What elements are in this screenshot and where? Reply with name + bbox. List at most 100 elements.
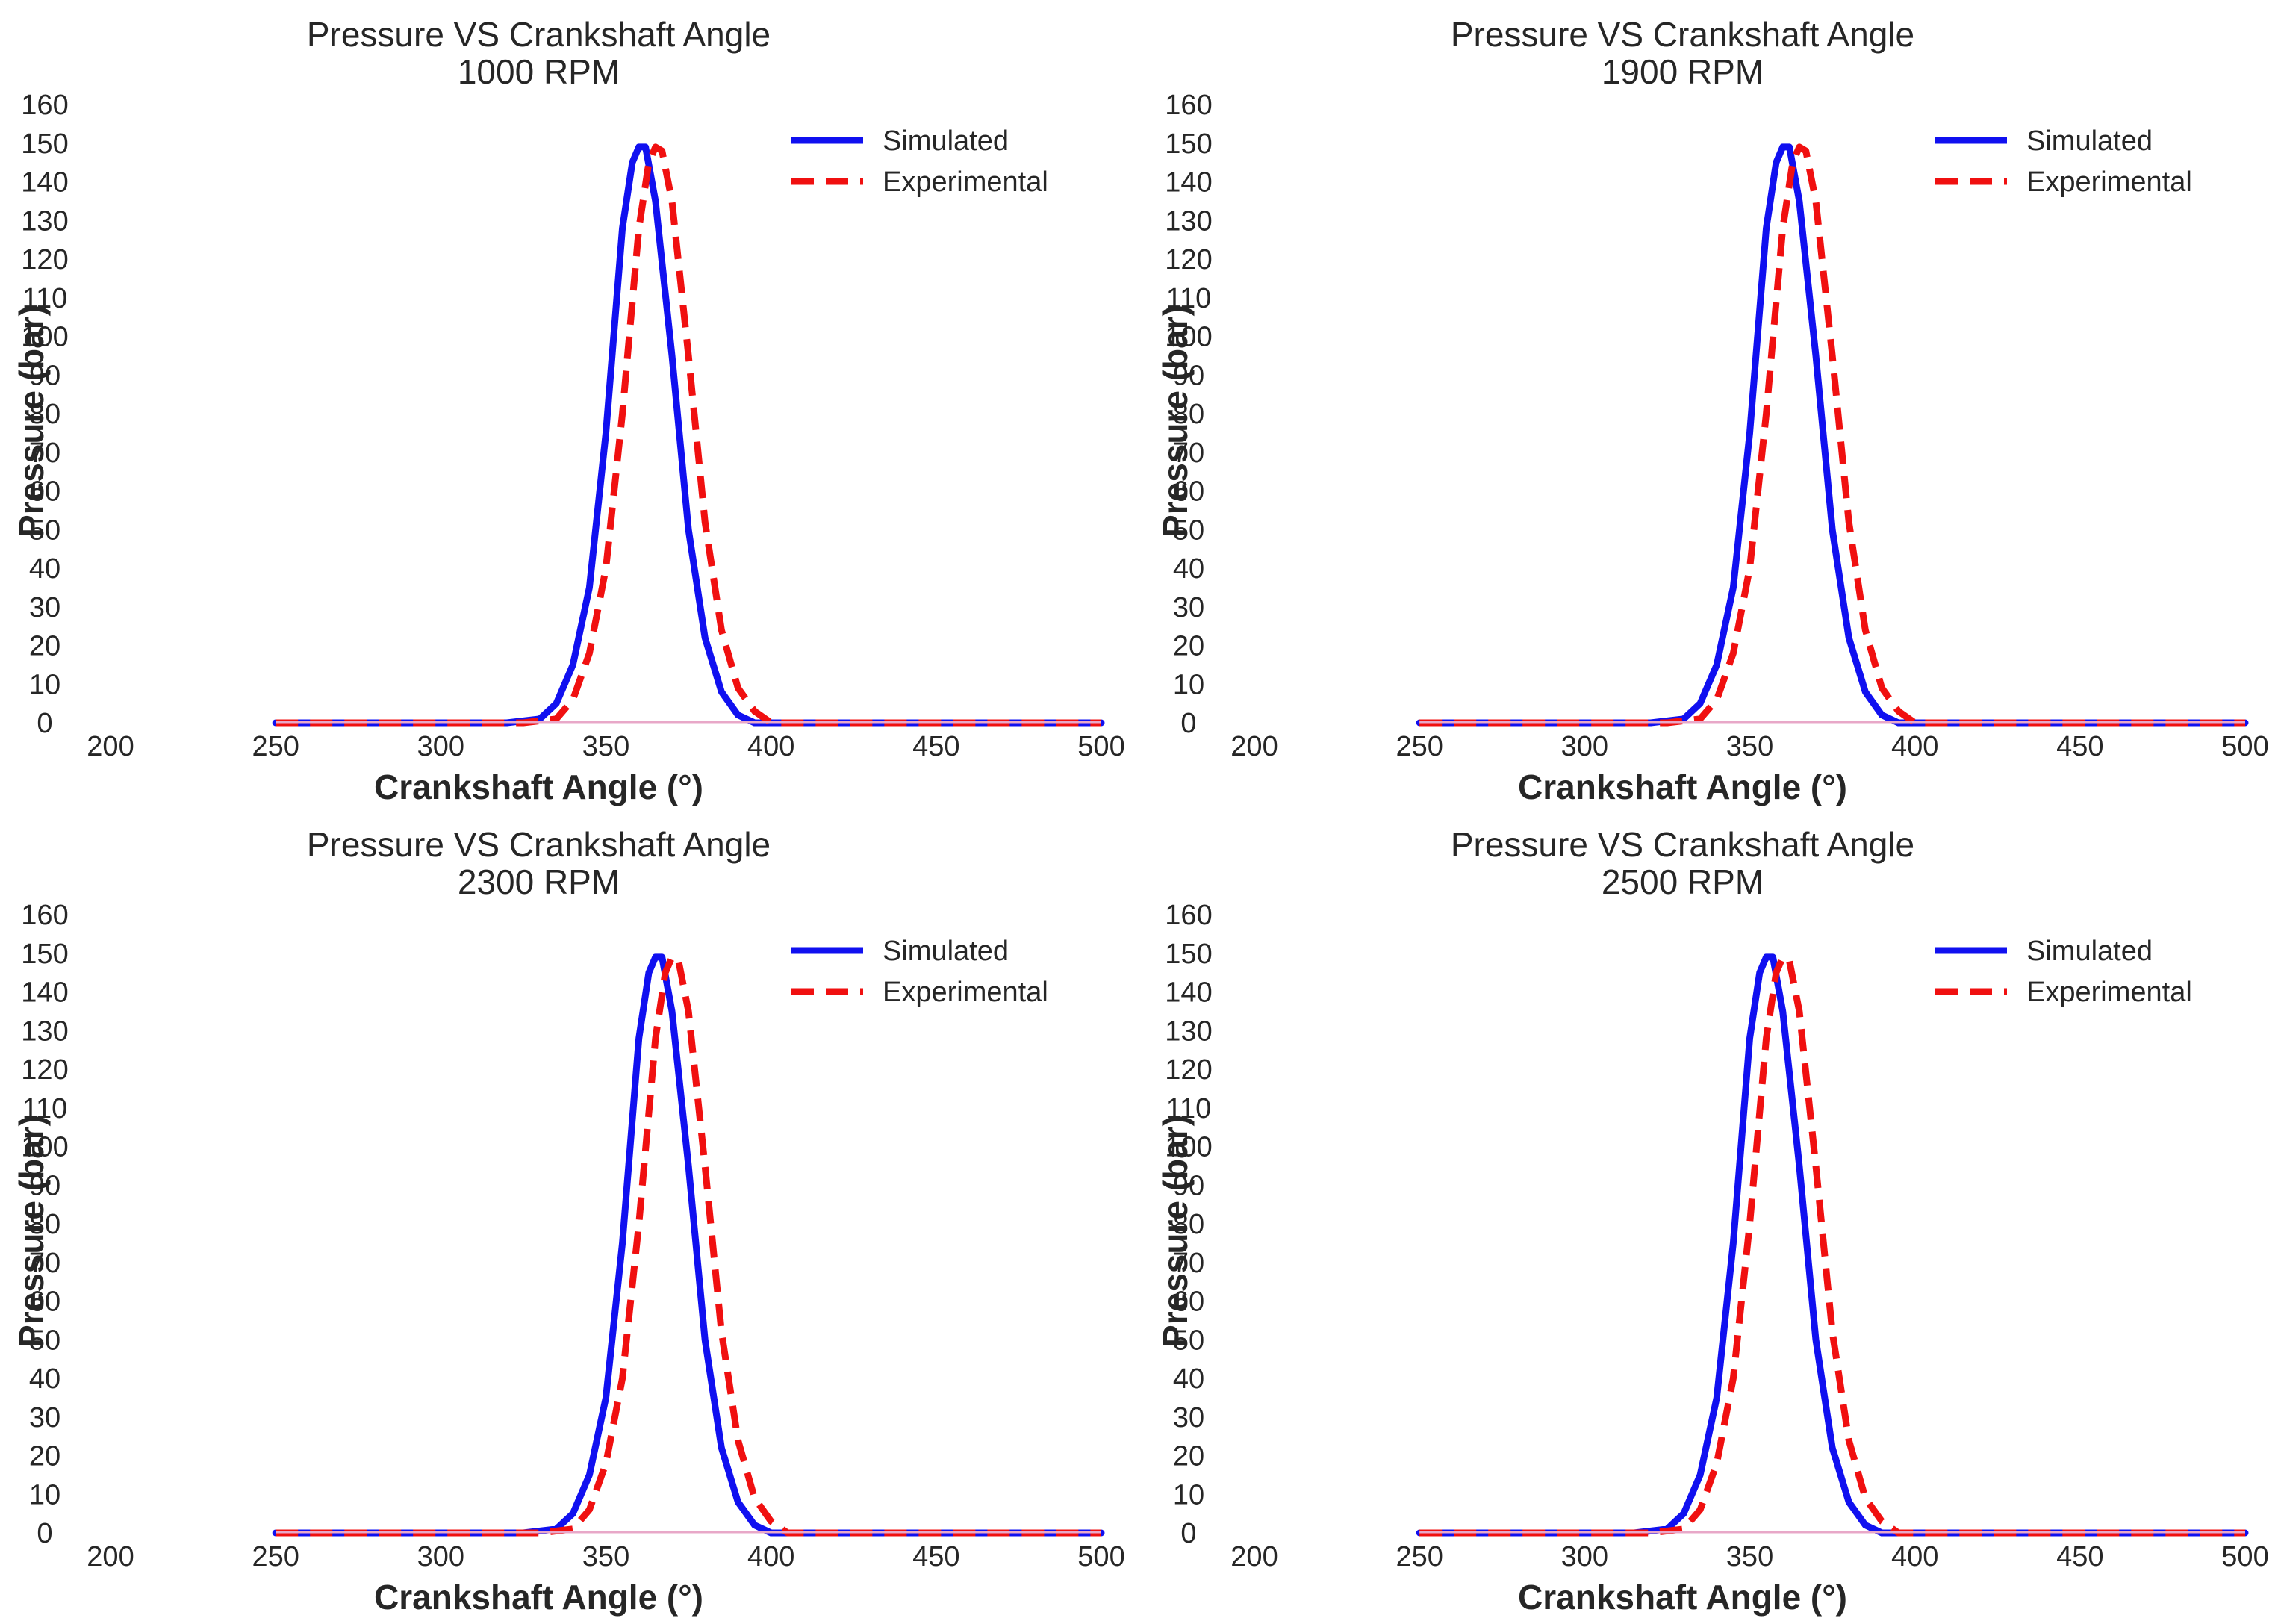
y-tick-label: 10 [1173,1479,1204,1511]
y-tick-label: 40 [1173,553,1204,585]
y-tick-label: 150 [21,128,68,160]
y-tick-label: 100 [1165,322,1212,353]
y-tick-label: 150 [1165,128,1212,160]
y-axis-label: Pressure (bar) [1156,305,1195,538]
y-tick-label: 120 [21,244,68,276]
x-tick-label: 450 [912,1541,959,1572]
y-tick-label: 30 [29,592,60,623]
legend-label: Simulated [2026,936,2153,967]
y-tick-label: 20 [29,631,60,662]
y-tick-label: 120 [21,1054,68,1086]
y-tick-label: 120 [1165,1054,1212,1086]
y-axis-label: Pressure (bar) [1156,1115,1195,1348]
y-tick-label: 150 [21,939,68,970]
chart-title: Pressure VS Crankshaft Angle [1451,825,1914,864]
chart-panel-4: Pressure VS Crankshaft Angle 2500 RPM 0 10 2… [1144,810,2278,1620]
y-tick-label: 140 [21,977,68,1009]
series-line-experimental [1419,143,2245,727]
y-tick-label: 10 [29,1479,60,1511]
y-tick-label: 110 [1166,283,1212,314]
y-tick-label: 50 [29,1325,60,1356]
y-tick-label: 110 [1166,1093,1212,1124]
y-tick-label: 0 [1180,708,1196,739]
y-tick-label: 0 [1180,1518,1196,1549]
y-tick-label: 60 [29,476,60,508]
y-tick-label: 70 [29,438,60,469]
y-tick-label: 30 [29,1402,60,1434]
x-tick-label: 450 [2056,731,2103,762]
x-tick-label: 200 [1230,1541,1278,1572]
y-tick-label: 50 [1173,514,1204,546]
legend-label: Simulated [2026,125,2153,157]
x-tick-label: 500 [2221,731,2268,762]
y-tick-label: 40 [29,1363,60,1395]
x-tick-label: 500 [2221,1541,2268,1572]
x-axis-label: Crankshaft Angle (°) [374,1578,703,1617]
x-tick-label: 300 [1561,731,1608,762]
legend-label: Simulated [883,125,1009,157]
y-tick-label: 20 [29,1441,60,1472]
y-tick-label: 70 [29,1248,60,1279]
series-line-simulated [272,953,1105,1537]
x-tick-label: 250 [252,731,299,762]
y-tick-label: 60 [29,1287,60,1318]
y-tick-label: 160 [1165,90,1212,121]
y-tick-label: 20 [1173,1441,1204,1472]
chart-title: Pressure VS Crankshaft Angle [307,15,771,54]
y-tick-label: 110 [22,1093,68,1124]
chart-subtitle: 1900 RPM [1602,52,1764,91]
y-tick-label: 90 [29,360,60,391]
x-tick-label: 350 [1726,731,1773,762]
y-tick-label: 120 [1165,244,1212,276]
series-line-simulated [272,143,1105,727]
series-line-experimental [276,143,1101,727]
legend-label: Experimental [2026,977,2192,1008]
y-tick-label: 0 [37,1518,52,1549]
chart-panel-2: Pressure VS Crankshaft Angle 1900 RPM 0 10 2… [1144,0,2278,810]
y-tick-label: 10 [1173,669,1204,700]
x-axis-label: Crankshaft Angle (°) [1518,1578,1847,1617]
x-tick-label: 250 [1395,1541,1443,1572]
x-tick-label: 350 [1726,1541,1773,1572]
x-axis-label: Crankshaft Angle (°) [374,768,703,806]
x-tick-label: 500 [1077,1541,1124,1572]
legend-label: Experimental [883,167,1048,198]
y-tick-label: 160 [1165,900,1212,931]
y-tick-label: 150 [1165,939,1212,970]
chart-subtitle: 1000 RPM [458,52,620,91]
y-tick-label: 110 [22,283,68,314]
y-tick-label: 60 [1173,1287,1204,1318]
y-tick-label: 20 [1173,631,1204,662]
chart-panel-1: Pressure VS Crankshaft Angle 1000 RPM 0 10 2… [0,0,1142,810]
x-tick-label: 350 [582,731,629,762]
y-tick-label: 70 [1173,1248,1204,1279]
y-tick-label: 60 [1173,476,1204,508]
y-tick-label: 130 [1165,1015,1212,1047]
x-tick-label: 300 [417,731,464,762]
chart-title: Pressure VS Crankshaft Angle [1451,15,1914,54]
x-tick-label: 450 [912,731,959,762]
legend-label: Experimental [2026,167,2192,198]
x-tick-label: 400 [747,1541,794,1572]
series-line-simulated [1416,143,2249,727]
series-line-experimental [276,953,1101,1537]
series-line-experimental [1419,953,2245,1537]
y-tick-label: 130 [21,1015,68,1047]
x-tick-label: 200 [1230,731,1278,762]
y-tick-label: 140 [21,167,68,199]
y-tick-label: 80 [29,399,60,430]
y-tick-label: 90 [29,1170,60,1201]
y-tick-label: 140 [1165,977,1212,1009]
legend-label: Experimental [883,977,1048,1008]
y-tick-label: 40 [1173,1363,1204,1395]
x-tick-label: 300 [1561,1541,1608,1572]
chart-panel-3: Pressure VS Crankshaft Angle 2300 RPM 0 10 2… [0,810,1142,1620]
y-tick-label: 80 [29,1209,60,1240]
y-tick-label: 30 [1173,1402,1204,1434]
y-tick-label: 160 [21,900,68,931]
legend-label: Simulated [883,936,1009,967]
y-tick-label: 130 [21,205,68,237]
